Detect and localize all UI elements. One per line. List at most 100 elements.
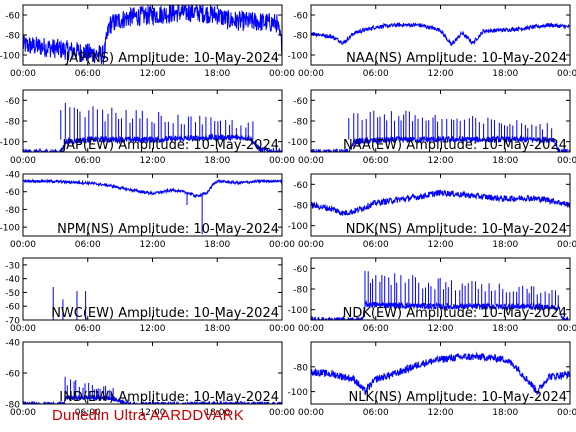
y-tick-label: -60	[5, 12, 20, 22]
x-tick-label: 12:00	[428, 156, 454, 166]
x-tick-label: 00:00	[557, 240, 576, 250]
x-tick-label: 00:00	[557, 69, 576, 79]
x-tick-label: 06:00	[363, 408, 389, 418]
trace-spikes	[60, 102, 254, 140]
trace-line	[23, 177, 282, 199]
x-tick-label: 00:00	[10, 156, 36, 166]
x-tick-label: 12:00	[428, 69, 454, 79]
chart-title: NDK(NS) Amplitude: 10-May-2024	[346, 222, 567, 237]
y-tick-label: -100	[288, 222, 309, 232]
y-tick-label: -80	[293, 286, 308, 296]
x-tick-label: 18:00	[204, 408, 230, 418]
x-tick-label: 12:00	[140, 69, 166, 79]
x-tick-label: 12:00	[140, 324, 166, 334]
y-tick-label: -100	[288, 388, 309, 398]
trace-spikes	[64, 376, 114, 398]
y-tick-label: -60	[293, 12, 308, 22]
y-tick-label: -30	[5, 261, 20, 271]
x-tick-label: 00:00	[269, 69, 295, 79]
y-tick-label: -40	[5, 171, 20, 181]
trace-spikes	[364, 270, 559, 306]
footer-credit: Dunedin Ultra AARDDVARK	[52, 407, 244, 424]
y-tick-label: -70	[5, 317, 20, 327]
x-tick-label: 00:00	[298, 156, 324, 166]
y-tick-label: -40	[5, 339, 20, 349]
y-tick-label: -100	[0, 138, 20, 148]
y-tick-label: -60	[293, 181, 308, 191]
x-tick-label: 12:00	[428, 408, 454, 418]
x-tick-label: 18:00	[204, 240, 230, 250]
x-tick-label: 06:00	[363, 156, 389, 166]
x-tick-label: 18:00	[492, 156, 518, 166]
x-tick-label: 00:00	[10, 240, 36, 250]
x-tick-label: 00:00	[557, 156, 576, 166]
y-tick-label: -80	[5, 206, 20, 216]
x-tick-label: 18:00	[492, 408, 518, 418]
y-tick-label: -100	[288, 52, 309, 62]
x-tick-label: 18:00	[204, 324, 230, 334]
chart-panel-2: -100 -80 -60 00:00 06:00 12:00 18:00 00:00 NAA(N…	[288, 4, 576, 79]
x-tick-label: 06:00	[75, 156, 101, 166]
chart-panel-1: -100 -80 -60 00:00 06:00 12:00 18:00 00:00 JAP(N…	[0, 4, 295, 79]
y-tick-label: -60	[5, 303, 20, 313]
y-tick-label: -60	[5, 97, 20, 107]
y-tick-label: -100	[288, 138, 309, 148]
y-tick-label: -80	[5, 401, 20, 411]
y-tick-label: -40	[5, 275, 20, 285]
x-tick-label: 00:00	[557, 324, 576, 334]
x-tick-label: 18:00	[492, 324, 518, 334]
chart-panel-4: -100 -80 -60 00:00 06:00 12:00 18:00 00:00 NAA(E…	[288, 89, 576, 166]
x-tick-label: 18:00	[492, 240, 518, 250]
trace-line	[311, 351, 570, 396]
trace-line	[23, 5, 282, 65]
trace-line	[311, 134, 570, 152]
chart-panel-7: -70 -60 -50 -40 -30 00:00 06:00 12:00 18:00 00:00…	[5, 257, 295, 334]
chart-title: NAA(EW) Amplitude: 10-May-2024	[343, 138, 567, 153]
chart-title: JAP(EW) Amplitude: 10-May-2024	[62, 138, 279, 153]
trace-spikes	[348, 110, 553, 140]
chart-title: IND(EW) Amplitude: 10-May-2024	[59, 390, 279, 405]
x-tick-label: 00:00	[10, 324, 36, 334]
chart-title: NDK(EW) Amplitude: 10-May-2024	[343, 306, 567, 321]
chart-panel-3: -100 -80 -60 00:00 06:00 12:00 18:00 00:00 JAP(E…	[0, 89, 295, 166]
x-tick-label: 18:00	[204, 69, 230, 79]
x-tick-label: 12:00	[140, 156, 166, 166]
chart-panel-8: -100 -80 -60 00:00 06:00 12:00 18:00 00:00 NDK(E…	[288, 257, 576, 334]
x-tick-label: 06:00	[75, 240, 101, 250]
trace-line	[311, 21, 570, 46]
trace-line	[23, 393, 282, 404]
x-tick-label: 00:00	[269, 156, 295, 166]
chart-panel-5: -100 -80 -60 -40 00:00 06:00 12:00 18:00 00:00 NP…	[0, 171, 295, 251]
chart-title: NPM(NS) Amplitude: 10-May-2024	[57, 222, 279, 237]
x-tick-label: 18:00	[492, 69, 518, 79]
x-tick-label: 12:00	[140, 240, 166, 250]
x-tick-label: 00:00	[10, 408, 36, 418]
y-tick-label: -80	[5, 32, 20, 42]
x-tick-label: 00:00	[298, 324, 324, 334]
y-tick-label: -60	[5, 188, 20, 198]
x-tick-label: 00:00	[298, 408, 324, 418]
x-tick-label: 06:00	[75, 324, 101, 334]
chart-panel-10: -100 -80 00:00 06:00 12:00 18:00 00:00 NLK(NS) …	[288, 341, 576, 418]
x-tick-label: 00:00	[269, 240, 295, 250]
x-tick-label: 00:00	[298, 69, 324, 79]
chart-title: JAP(NS) Amplitude: 10-May-2024	[65, 51, 279, 66]
y-tick-label: -80	[293, 118, 308, 128]
x-tick-label: 00:00	[269, 324, 295, 334]
x-tick-label: 06:00	[75, 69, 101, 79]
x-tick-label: 00:00	[10, 69, 36, 79]
y-tick-label: -100	[0, 52, 20, 62]
y-tick-label: -60	[5, 370, 20, 380]
chart-panel-6: -100 -80 -60 00:00 06:00 12:00 18:00 00:00 NDK(N…	[288, 173, 576, 250]
chart-title: NWC(EW) Amplitude: 10-May-2024	[51, 306, 279, 321]
y-tick-label: -50	[5, 289, 20, 299]
x-tick-label: 00:00	[298, 240, 324, 250]
x-tick-label: 06:00	[75, 408, 101, 418]
chart-panel-9: -80 -60 -40 00:00 06:00 12:00 18:00 00:00 IND(EW…	[5, 339, 295, 419]
trace-line	[23, 132, 282, 152]
x-tick-label: 06:00	[363, 324, 389, 334]
y-tick-label: -60	[293, 265, 308, 275]
x-tick-label: 00:00	[557, 408, 576, 418]
x-tick-label: 06:00	[363, 240, 389, 250]
